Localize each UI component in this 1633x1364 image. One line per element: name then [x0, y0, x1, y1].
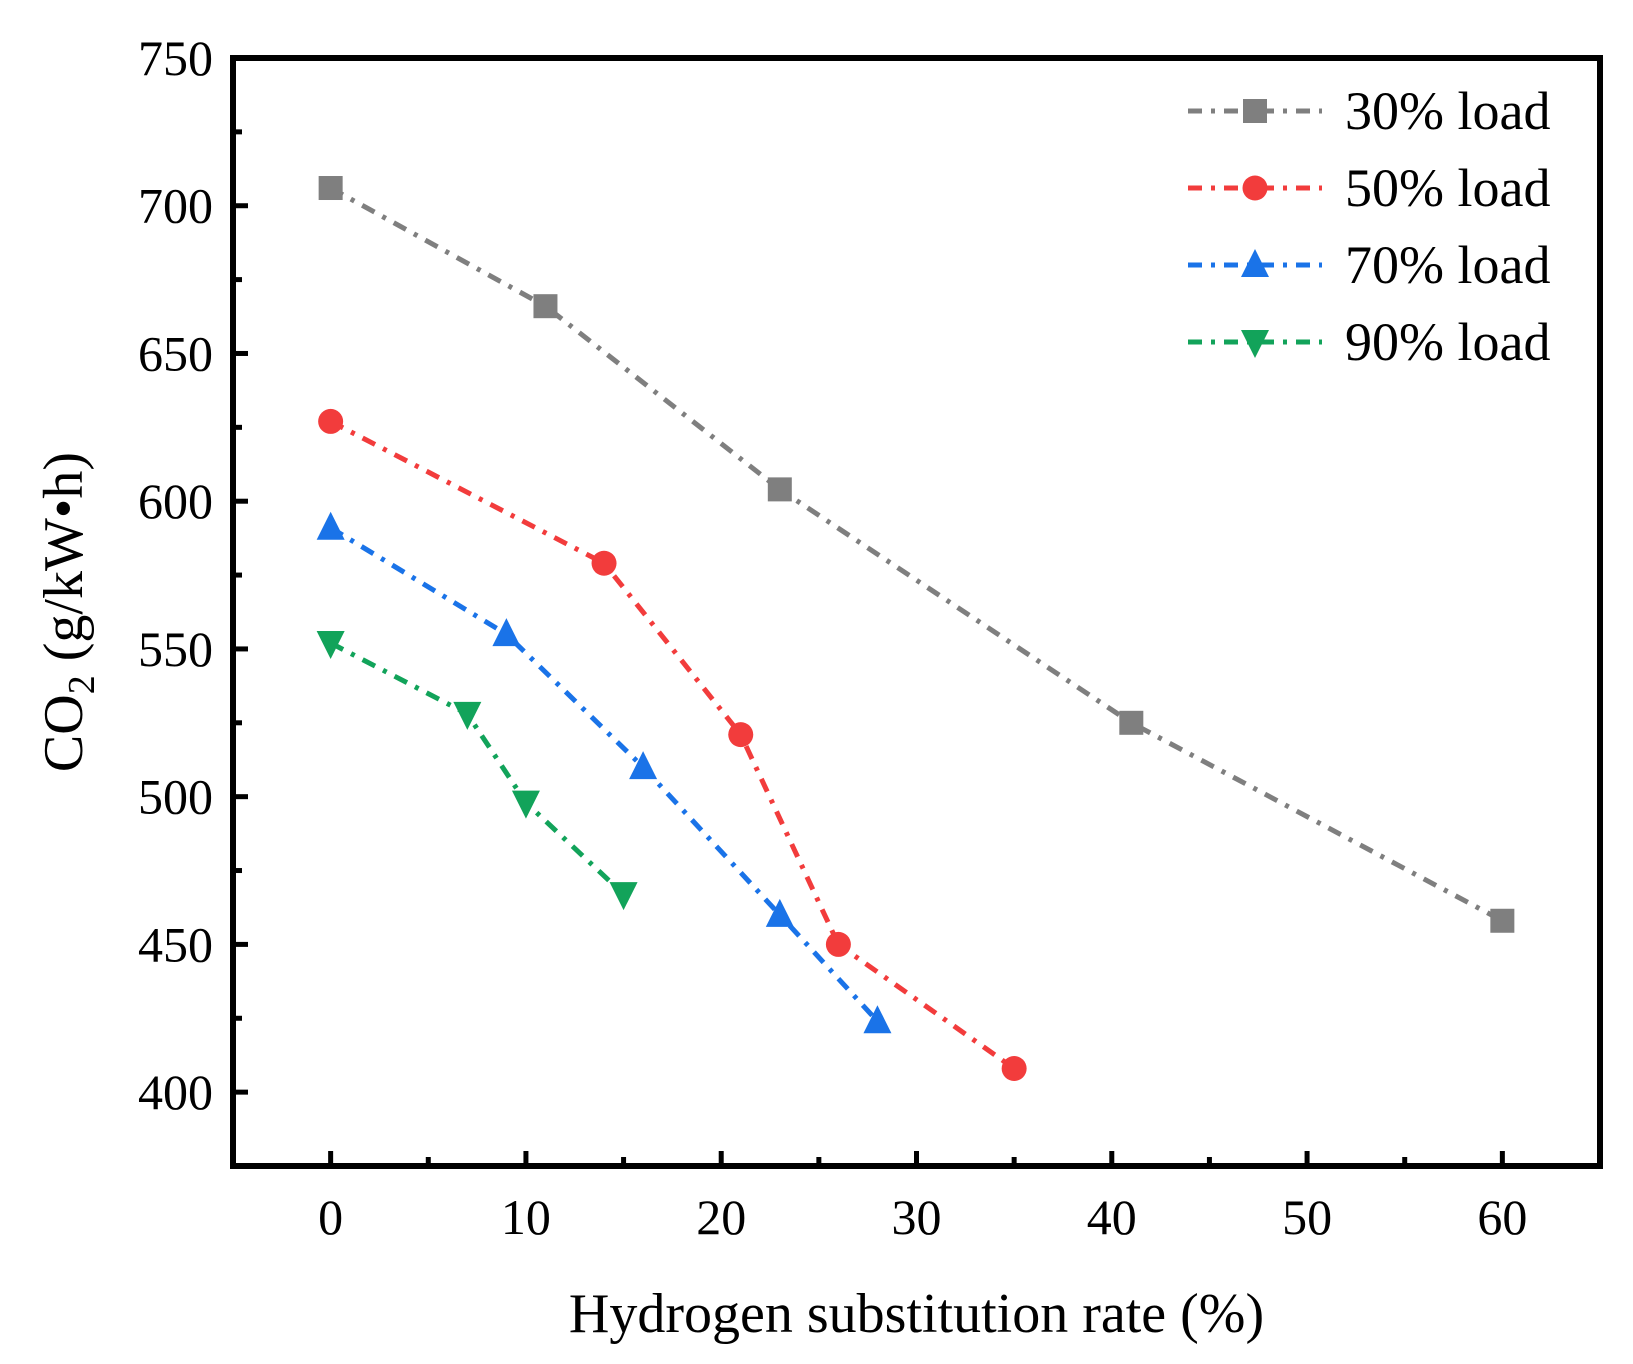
data-point [825, 931, 851, 957]
y-axis-label: CO2 (g/kW•h) [33, 452, 103, 772]
x-axis-ticks [328, 1151, 1505, 1166]
legend-label: 70% load [1345, 235, 1550, 295]
y-axis-label-main: CO [33, 694, 95, 772]
data-point [1490, 908, 1515, 933]
y-axis-label-subscript: 2 [61, 675, 103, 694]
x-tick-label: 50 [1282, 1189, 1332, 1245]
x-tick-label: 30 [892, 1189, 942, 1245]
y-axis-label-unit: (g/kW•h) [33, 452, 95, 675]
data-point [318, 176, 343, 201]
x-tick-label: 0 [318, 1189, 343, 1245]
data-point [511, 790, 540, 819]
data-point [728, 722, 754, 748]
data-point [1119, 710, 1144, 735]
series-2 [318, 408, 1027, 1081]
x-tick-label: 20 [696, 1189, 746, 1245]
legend-entry: 30% load [1188, 81, 1550, 141]
legend-marker [1241, 249, 1269, 277]
y-tick-label: 650 [138, 325, 213, 381]
y-axis-tick-labels: 400 450 500 550 600 650 700 750 [138, 30, 213, 1120]
legend-marker [1243, 99, 1267, 123]
data-point [316, 511, 345, 540]
legend: 30% load 50% load 70% load 90% load [1188, 81, 1550, 372]
series-1 [318, 176, 1515, 933]
data-point [629, 751, 658, 780]
legend-label: 30% load [1345, 81, 1550, 141]
legend-entry: 50% load [1188, 158, 1550, 218]
y-axis-ticks [233, 55, 248, 1169]
x-tick-label: 40 [1087, 1189, 1137, 1245]
x-tick-label: 10 [501, 1189, 551, 1245]
legend-marker [1241, 330, 1269, 358]
data-point [453, 701, 482, 730]
series-4 [316, 631, 638, 911]
series-line [329, 419, 1016, 1071]
legend-entry: 90% load [1188, 312, 1550, 372]
series-line [329, 640, 626, 896]
y-tick-label: 400 [138, 1064, 213, 1120]
data-point [765, 898, 794, 927]
y-tick-label: 450 [138, 916, 213, 972]
legend-entry: 70% load [1188, 235, 1550, 295]
data-point [609, 882, 638, 911]
data-point [591, 550, 617, 576]
legend-label: 50% load [1345, 158, 1550, 218]
data-point [1001, 1055, 1027, 1081]
series-layer [316, 176, 1515, 1081]
y-tick-label: 550 [138, 621, 213, 677]
plot-area [230, 55, 1603, 1169]
y-tick-label: 750 [138, 30, 213, 86]
x-axis-label: Hydrogen substitution rate (%) [569, 1283, 1264, 1345]
x-tick-label: 60 [1477, 1189, 1527, 1245]
data-point [492, 618, 521, 647]
data-point [863, 1005, 892, 1034]
data-point [318, 408, 344, 434]
series-line [329, 185, 1504, 923]
series-3 [316, 511, 892, 1034]
x-axis-tick-labels: 0 10 20 30 40 50 60 [318, 1189, 1527, 1245]
y-tick-label: 700 [138, 178, 213, 234]
legend-marker [1242, 175, 1268, 201]
data-point [533, 294, 558, 319]
legend-label: 90% load [1345, 312, 1550, 372]
y-tick-label: 600 [138, 473, 213, 529]
series-line [329, 525, 880, 1023]
data-point [316, 631, 345, 660]
data-point [767, 477, 792, 502]
y-tick-label: 500 [138, 769, 213, 825]
